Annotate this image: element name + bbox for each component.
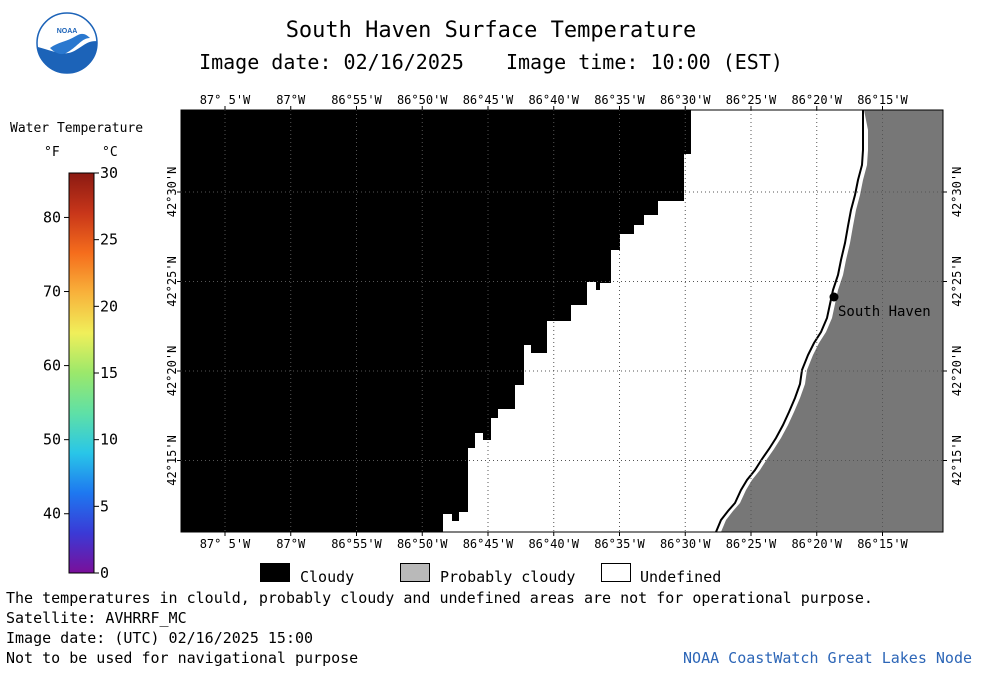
bottom-lon-label: 87°W bbox=[276, 537, 306, 551]
unit-fahrenheit: °F bbox=[44, 145, 60, 160]
bottom-lon-label: 86°50'W bbox=[397, 537, 448, 551]
image-time: Image time: 10:00 (EST) bbox=[505, 50, 783, 74]
bottom-lon-label: 86°35'W bbox=[594, 537, 645, 551]
bottom-longitude-labels: 87° 5'W 87°W 86°55'W 86°50'W 86°45'W 86°40'W 8… bbox=[200, 537, 909, 551]
key-undefined-swatch bbox=[601, 563, 631, 582]
right-latitude-labels: 42°30'N 42°25'N 42°20'N 42°15'N bbox=[950, 167, 964, 486]
city-marker bbox=[829, 292, 839, 302]
right-lat-label: 42°25'N bbox=[950, 256, 964, 307]
left-lat-label: 42°30'N bbox=[165, 167, 179, 218]
key-cloudy-label: Cloudy bbox=[300, 568, 355, 586]
top-lon-label: 86°15'W bbox=[857, 93, 908, 107]
bottom-lon-label: 86°30'W bbox=[660, 537, 711, 551]
left-lat-label: 42°15'N bbox=[165, 435, 179, 486]
left-lat-label: 42°25'N bbox=[165, 256, 179, 307]
top-lon-label: 86°35'W bbox=[594, 93, 645, 107]
left-latitude-labels: 42°30'N 42°25'N 42°20'N 42°15'N bbox=[165, 167, 179, 486]
page-title: South Haven Surface Temperature bbox=[285, 18, 697, 43]
shoreline bbox=[715, 110, 864, 533]
top-lon-label: 86°45'W bbox=[463, 93, 514, 107]
top-lon-label: 86°25'W bbox=[726, 93, 777, 107]
bottom-lon-label: 87° 5'W bbox=[200, 537, 251, 551]
top-lon-label: 87° 5'W bbox=[200, 93, 251, 107]
lat-lon-grid bbox=[177, 106, 947, 536]
bottom-lon-label: 86°20'W bbox=[791, 537, 842, 551]
top-lon-label: 87°W bbox=[276, 93, 306, 107]
logo-text: NOAA bbox=[57, 28, 78, 35]
top-lon-label: 86°50'W bbox=[397, 93, 448, 107]
unit-celsius: °C bbox=[102, 145, 118, 160]
bottom-lon-label: 86°25'W bbox=[726, 537, 777, 551]
top-lon-label: 86°30'W bbox=[660, 93, 711, 107]
left-lat-label: 42°20'N bbox=[165, 346, 179, 397]
land-area bbox=[721, 110, 943, 532]
map-frame bbox=[180, 109, 944, 533]
satellite-text: Satellite: AVHRRF_MC bbox=[6, 609, 187, 627]
cloudy-area bbox=[181, 110, 691, 532]
right-lat-label: 42°15'N bbox=[950, 435, 964, 486]
key-cloudy-swatch bbox=[260, 563, 290, 582]
noaa-logo: NOAA bbox=[36, 12, 98, 74]
top-lon-label: 86°55'W bbox=[331, 93, 382, 107]
top-lon-label: 86°20'W bbox=[791, 93, 842, 107]
bottom-lon-label: 86°15'W bbox=[857, 537, 908, 551]
key-undefined-label: Undefined bbox=[640, 568, 722, 586]
utc-date-text: Image date: (UTC) 02/16/2025 15:00 bbox=[6, 629, 314, 647]
top-lon-label: 86°40'W bbox=[528, 93, 579, 107]
city-label: South Haven bbox=[838, 304, 931, 320]
map-area: South Haven bbox=[177, 106, 947, 536]
top-longitude-labels: 87° 5'W 87°W 86°55'W 86°50'W 86°45'W 86°40'W 8… bbox=[200, 93, 909, 107]
image-datetime: Image date: 02/16/2025 Image time: 10:00 … bbox=[0, 50, 982, 74]
credit-link[interactable]: NOAA CoastWatch Great Lakes Node bbox=[683, 649, 972, 667]
key-probably-cloudy-label: Probably cloudy bbox=[440, 568, 576, 586]
bottom-lon-label: 86°40'W bbox=[528, 537, 579, 551]
image-date: Image date: 02/16/2025 bbox=[199, 50, 464, 74]
nav-note-text: Not to be used for navigational purpose bbox=[6, 649, 359, 667]
right-lat-label: 42°20'N bbox=[950, 346, 964, 397]
disclaimer-text: The temperatures in clould, probably clo… bbox=[6, 589, 873, 607]
key-probably-cloudy-swatch bbox=[400, 563, 430, 582]
legend-title: Water Temperature bbox=[10, 121, 144, 136]
right-lat-label: 42°30'N bbox=[950, 167, 964, 218]
bottom-lon-label: 86°45'W bbox=[463, 537, 514, 551]
bottom-lon-label: 86°55'W bbox=[331, 537, 382, 551]
